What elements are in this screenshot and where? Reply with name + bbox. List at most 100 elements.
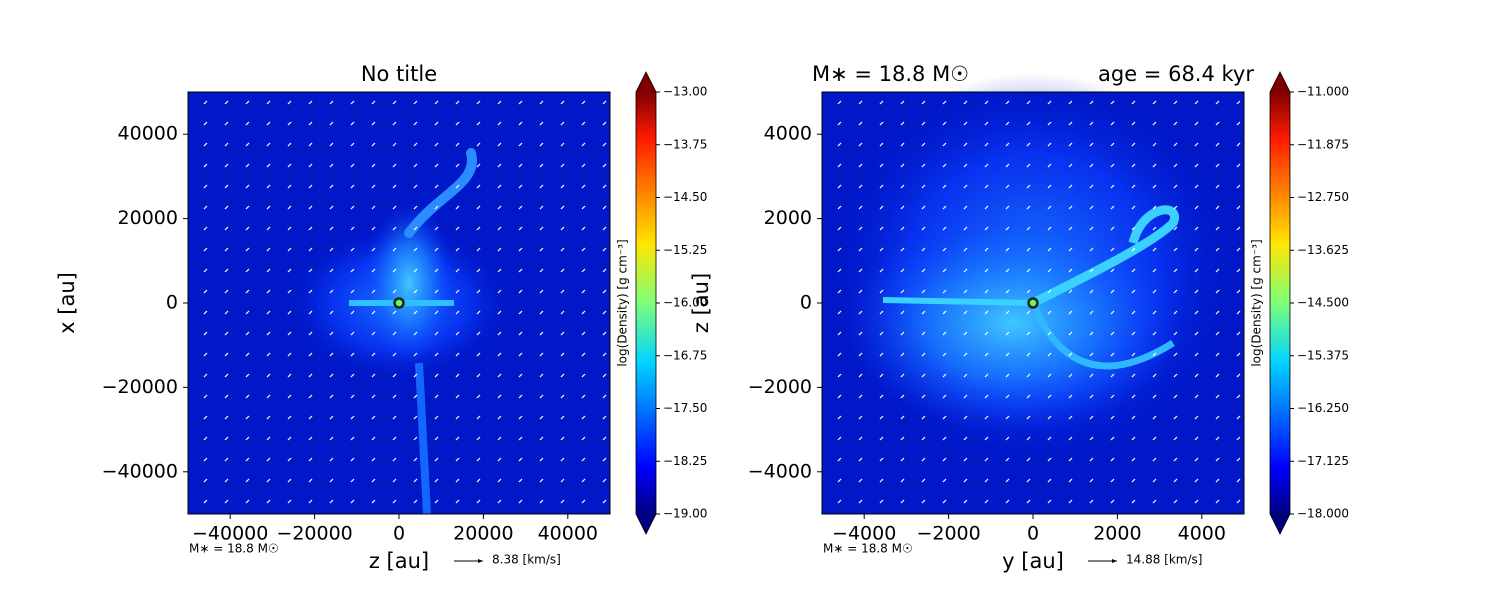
velocity-arrow [518,478,523,483]
velocity-arrow [392,331,397,336]
velocity-arrow [581,268,586,273]
velocity-arrow [518,310,523,315]
colorbar-tick-label: −17.125 [1297,454,1349,468]
velocity-arrow [837,331,842,336]
velocity-arrow [455,352,460,357]
velocity-arrow [984,142,989,147]
velocity-arrow [1194,436,1199,441]
velocity-arrow [497,163,502,168]
velocity-arrow [329,184,334,189]
velocity-arrow [1173,352,1178,357]
velocity-arrow [350,499,355,504]
velocity-arrow [1131,310,1136,315]
velocity-arrow [879,352,884,357]
velocity-arrow [1110,394,1115,399]
velocity-arrow [837,142,842,147]
velocity-arrow [858,184,863,189]
velocity-arrow [371,436,376,441]
mass-note: M∗ = 18.8 M☉ [823,542,913,556]
velocity-arrow [1110,247,1115,252]
star [393,297,405,309]
velocity-arrow [900,457,905,462]
velocity-arrow [858,331,863,336]
velocity-arrow [350,100,355,105]
velocity-arrow [1026,226,1031,231]
velocity-arrow [1194,415,1199,420]
velocity-arrow [413,373,418,378]
velocity-arrow [602,478,607,483]
velocity-arrow [1110,499,1115,504]
velocity-arrow [602,289,607,294]
velocity-arrow [900,289,905,294]
velocity-arrow [921,457,926,462]
velocity-arrow [203,478,208,483]
velocity-arrow [921,331,926,336]
velocity-arrow [1005,310,1010,315]
velocity-arrow [203,121,208,126]
velocity-arrow [308,142,313,147]
velocity-arrow [518,457,523,462]
velocity-arrow [203,457,208,462]
velocity-arrow [921,373,926,378]
velocity-arrow [539,352,544,357]
velocity-arrow [1089,226,1094,231]
velocity-arrow [371,499,376,504]
velocity-arrow [1236,499,1241,504]
velocity-arrow [434,226,439,231]
velocity-arrow [921,121,926,126]
velocity-arrow [518,415,523,420]
velocity-arrow [1110,121,1115,126]
velocity-arrow [879,268,884,273]
y-tick-label: 4000 [764,123,812,145]
velocity-arrow [1026,121,1031,126]
velocity-arrow [1110,142,1115,147]
filament [882,297,1034,306]
velocity-arrow [900,205,905,210]
velocity-arrow [942,100,947,105]
velocity-arrow [1236,163,1241,168]
velocity-arrow [1194,100,1199,105]
filament [1030,205,1179,308]
velocity-arrow [963,289,968,294]
velocity-arrow [879,373,884,378]
velocity-arrow [413,205,418,210]
velocity-arrow [1110,415,1115,420]
velocity-arrow [434,415,439,420]
velocity-arrow [1131,289,1136,294]
velocity-arrow [287,310,292,315]
colorbar-tick-label: −16.00 [663,296,707,310]
velocity-arrow [602,394,607,399]
velocity-arrow [1089,205,1094,210]
velocity-arrow [942,415,947,420]
velocity-arrow [539,499,544,504]
velocity-arrow [455,163,460,168]
y-tick-label: 0 [166,292,178,314]
velocity-arrow [1131,415,1136,420]
velocity-arrow [879,415,884,420]
velocity-arrow [539,310,544,315]
velocity-arrow [413,121,418,126]
velocity-arrow [392,142,397,147]
velocity-arrow [350,310,355,315]
velocity-arrow [942,142,947,147]
velocity-arrow [1005,373,1010,378]
velocity-arrow [1152,331,1157,336]
velocity-arrow [1236,394,1241,399]
velocity-arrow [203,373,208,378]
velocity-arrow [350,373,355,378]
velocity-arrow [1068,205,1073,210]
velocity-arrow [837,457,842,462]
velocity-arrow [560,310,565,315]
velocity-arrow [392,121,397,126]
velocity-arrow [1173,331,1178,336]
velocity-arrow [837,268,842,273]
velocity-arrow [942,268,947,273]
velocity-arrow [245,457,250,462]
velocity-arrow [1236,142,1241,147]
velocity-arrow [1005,478,1010,483]
velocity-arrow [371,457,376,462]
velocity-arrow [560,436,565,441]
velocity-arrow [245,331,250,336]
velocity-arrow [1047,499,1052,504]
velocity-arrow [1047,121,1052,126]
